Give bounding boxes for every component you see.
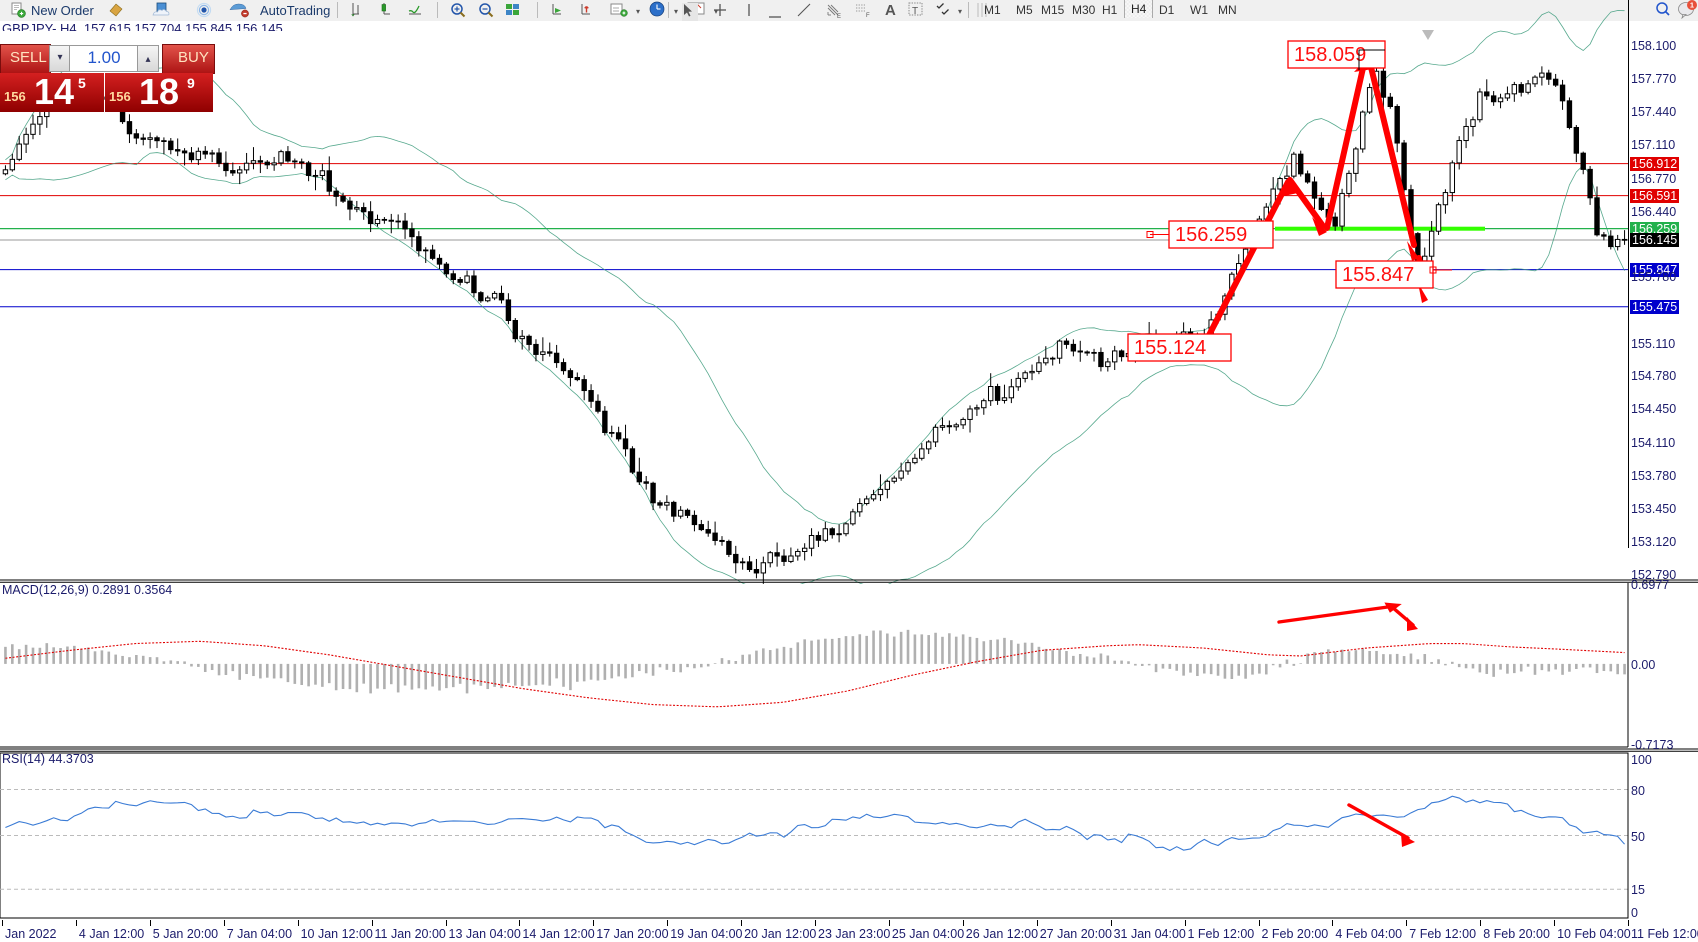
svg-text:155.124: 155.124: [1134, 337, 1206, 359]
svg-text:155.847: 155.847: [1342, 264, 1414, 286]
svg-text:158.059: 158.059: [1294, 44, 1366, 66]
svg-text:156.259: 156.259: [1175, 224, 1247, 246]
